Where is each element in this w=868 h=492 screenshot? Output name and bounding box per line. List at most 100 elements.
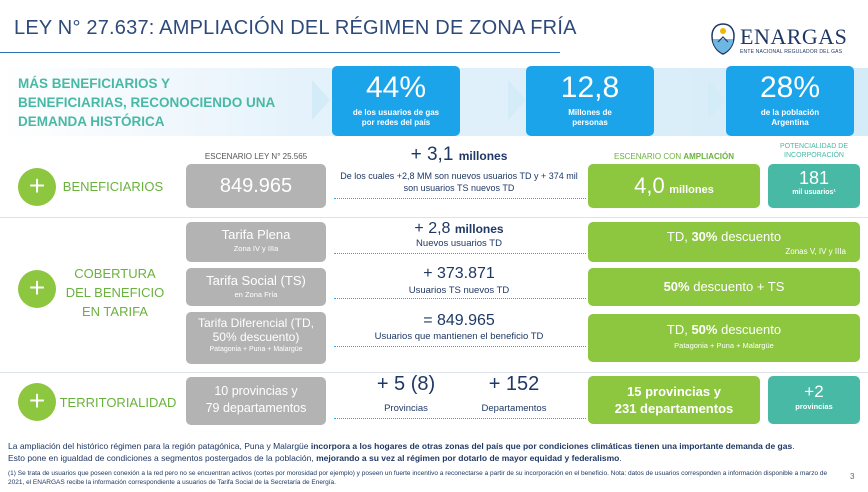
tariff-title: Tarifa Diferencial (TD, 50% descuento)	[197, 316, 315, 344]
delta-description: Usuarios TS nuevos TD	[408, 285, 510, 296]
result-prefix: TD,	[666, 229, 692, 244]
category-territorialidad: TERRITORIALIDAD	[59, 395, 177, 410]
territory-line: 10 provincias y	[214, 384, 298, 398]
territory-line: 231 departamentos	[614, 401, 734, 416]
scenario-left-value: 849.965	[186, 164, 326, 208]
scenario-left-header: ESCENARIO LEY N° 25.565	[204, 152, 308, 161]
page-title: LEY N° 27.637: AMPLIACIÓN DEL RÉGIMEN DE…	[14, 17, 577, 39]
section-divider	[0, 217, 868, 218]
result-suffix: descuento + TS	[689, 279, 785, 294]
delta-value: = 849.965	[336, 312, 582, 330]
territory-line: 15 provincias y	[627, 384, 721, 399]
tariff-result: TD, 50% descuento Patagonia + Puna + Mal…	[588, 314, 860, 362]
stat-card: 12,8 Millones de personas	[526, 66, 654, 136]
potential-number: +2	[804, 382, 824, 401]
delta-description: Usuarios que mantienen el beneficio TD	[374, 331, 544, 342]
tariff-subtitle: en Zona Fría	[234, 290, 278, 299]
delta-unit: millones	[454, 222, 504, 236]
stat-value: 44%	[365, 71, 427, 104]
footer-bold: mejorando a su vez al régimen por dotarl…	[316, 453, 620, 463]
headline: MÁS BENEFICIARIOS Y BENEFICIARIAS, RECON…	[18, 76, 275, 129]
plus-icon: +	[18, 270, 56, 308]
tariff-subtitle: Zona IV y IIIa	[233, 244, 279, 253]
delta-number: + 373.871	[423, 265, 495, 282]
stat-label: de la población Argentina	[760, 108, 820, 127]
tariff-subtitle: Patagonia + Puna + Malargüe	[209, 346, 303, 353]
stat-value: 28%	[759, 71, 821, 104]
tariff-result: 50% descuento + TS	[588, 268, 860, 306]
scenario-right-prefix: ESCENARIO CON	[613, 152, 684, 161]
tariff-card: Tarifa Diferencial (TD, 50% descuento) P…	[186, 312, 326, 364]
dotted-connector	[334, 198, 586, 199]
tariff-title: Tarifa Social (TS)	[206, 273, 306, 288]
stat-value: 12,8	[560, 71, 620, 104]
dotted-connector	[334, 298, 586, 299]
tariff-result-main: TD, 30% descuento	[588, 229, 860, 244]
tariff-result-main: TD, 50% descuento	[588, 322, 860, 337]
delta-value: + 3,1 millones	[336, 144, 582, 166]
result-prefix: TD,	[666, 322, 692, 337]
result-percent: 50%	[663, 279, 690, 294]
stat-card: 44% de los usuarios de gas por redes del…	[332, 66, 460, 136]
scenario-right-value: 4,0 millones	[588, 164, 760, 208]
section-divider	[0, 372, 868, 373]
delta-number: = 849.965	[423, 312, 495, 329]
arrow-shape	[508, 80, 526, 120]
arrow-shape	[312, 80, 330, 120]
province-delta: + 5 (8)	[376, 373, 436, 395]
potential-value: 181 mil usuarios¹	[768, 164, 860, 208]
footer-text: . Esto pone en igualdad de condiciones a…	[8, 441, 795, 463]
delta-number: + 3,1	[410, 144, 454, 165]
dotted-connector	[334, 253, 586, 254]
right-number: 4,0	[634, 173, 665, 198]
delta-unit: millones	[458, 149, 508, 163]
territory-line: 79 departamentos	[205, 401, 307, 415]
tariff-result-sub: Patagonia + Puna + Malargüe	[674, 341, 774, 350]
stat-label: de los usuarios de gas por redes del paí…	[352, 108, 440, 127]
result-percent: 50%	[691, 322, 718, 337]
logo-subtitle: ENTE NACIONAL REGULADOR DEL GAS	[740, 49, 843, 55]
footnote: (1) Se trata de usuarios que poseen cone…	[8, 470, 828, 486]
footer-paragraph: La ampliación del histórico régimen para…	[8, 440, 808, 464]
page-number: 3	[850, 472, 855, 481]
category-beneficiarios: BENEFICIARIOS	[62, 179, 164, 194]
scenario-right-bold: AMPLIACIÓN	[683, 152, 734, 161]
enargas-logo: ENARGAS ENTE NACIONAL REGULADOR DEL GAS	[710, 22, 860, 60]
footer-text: .	[619, 453, 622, 463]
potential-territory: +2 provincias	[768, 376, 860, 424]
scenario-right-territory: 15 provincias y 231 departamentos	[588, 376, 760, 424]
logo-wordmark: ENARGAS	[740, 24, 848, 49]
province-label: Provincias	[384, 403, 428, 414]
tariff-card: Tarifa Social (TS) en Zona Fría	[186, 268, 326, 306]
result-suffix: descuento	[717, 322, 782, 337]
stat-label: Millones de personas	[568, 108, 612, 127]
potential-unit: mil usuarios¹	[792, 189, 836, 196]
stat-card: 28% de la población Argentina	[726, 66, 854, 136]
tariff-result-sub: Zonas V, IV y IIIa	[785, 247, 846, 256]
delta-description: Nuevos usuarios TD	[416, 238, 502, 249]
potential-unit: provincias	[795, 402, 833, 411]
plus-icon: +	[18, 383, 56, 421]
department-delta: + 152	[488, 373, 540, 395]
tariff-result: TD, 30% descuento Zonas V, IV y IIIa	[588, 222, 860, 262]
scenario-left-territory: 10 provincias y 79 departamentos	[186, 377, 326, 425]
category-cobertura: COBERTURA DEL BENEFICIO EN TARIFA	[65, 266, 165, 319]
potential-number: 181	[798, 168, 830, 188]
dotted-connector	[334, 418, 586, 419]
department-label: Departamentos	[481, 403, 547, 414]
result-percent: 30%	[691, 229, 718, 244]
right-unit: millones	[669, 184, 714, 196]
delta-number: + 2,8	[414, 220, 451, 237]
argentine-shield-icon	[711, 23, 735, 55]
arrow-shape	[708, 80, 726, 120]
delta-value: + 2,8 millones	[336, 220, 582, 238]
delta-value: + 373.871	[336, 265, 582, 283]
potential-header: POTENCIALIDAD DE INCORPORACIÓN	[779, 143, 849, 159]
plus-icon: +	[18, 168, 56, 206]
footer-text: La ampliación del histórico régimen para…	[8, 441, 311, 451]
scenario-right-header: ESCENARIO CON AMPLIACIÓN	[588, 152, 760, 161]
footer-bold: incorpora a los hogares de otras zonas d…	[310, 441, 793, 451]
tariff-card: Tarifa Plena Zona IV y IIIa	[186, 222, 326, 262]
dotted-connector	[334, 346, 586, 347]
delta-description: De los cuales +2,8 MM son nuevos usuario…	[340, 171, 578, 193]
